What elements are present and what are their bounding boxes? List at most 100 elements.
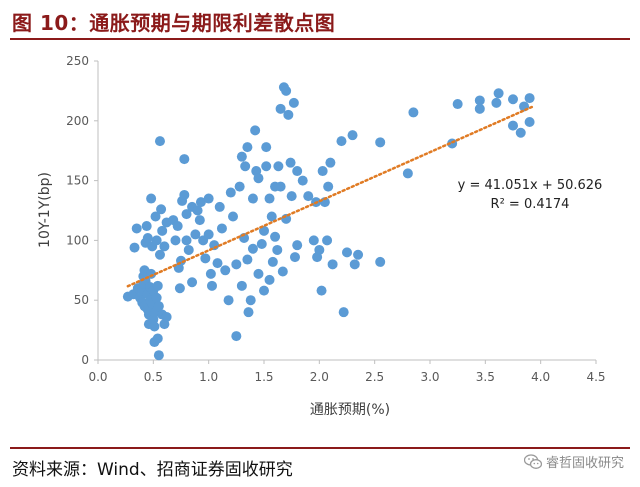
data-point	[212, 258, 223, 269]
data-point	[491, 97, 502, 108]
data-point	[347, 130, 358, 141]
data-point	[264, 193, 275, 204]
data-point	[261, 161, 272, 172]
data-point	[250, 125, 261, 136]
data-point	[142, 233, 153, 244]
data-point	[223, 295, 234, 306]
data-point	[256, 238, 267, 249]
data-point	[183, 244, 194, 255]
data-point	[242, 254, 253, 265]
x-tick-label: 0.5	[144, 370, 163, 384]
data-point	[323, 181, 334, 192]
data-point	[172, 221, 183, 232]
y-tick-label: 200	[66, 114, 89, 128]
data-point	[247, 193, 258, 204]
y-tick-label: 150	[66, 174, 89, 188]
data-point	[375, 137, 386, 148]
data-point	[151, 235, 162, 246]
data-point	[273, 161, 284, 172]
x-tick-label: 2.5	[365, 370, 384, 384]
data-point	[179, 154, 190, 165]
data-point	[308, 235, 319, 246]
data-point	[245, 295, 256, 306]
data-point	[220, 265, 231, 276]
data-point	[225, 187, 236, 198]
data-point	[515, 127, 526, 138]
data-point	[152, 333, 163, 344]
y-tick-label: 50	[74, 293, 89, 307]
data-point	[270, 231, 281, 242]
data-point	[205, 268, 216, 279]
data-point	[474, 103, 485, 114]
x-tick-label: 3.0	[420, 370, 439, 384]
data-point	[259, 225, 269, 236]
data-point	[150, 211, 161, 222]
data-point	[375, 256, 386, 267]
data-point	[524, 93, 535, 104]
data-point	[194, 215, 205, 226]
data-point	[231, 331, 242, 342]
data-point	[228, 211, 239, 222]
data-point	[131, 223, 142, 234]
data-point	[214, 201, 225, 212]
x-axis-label: 通胀预期(%)	[310, 402, 390, 418]
data-point	[151, 292, 162, 303]
data-point	[292, 166, 303, 177]
figure-title: 图 10：通胀预期与期限利差散点图	[12, 11, 336, 35]
data-point	[159, 241, 170, 252]
data-point	[253, 268, 264, 279]
data-point	[146, 193, 157, 204]
data-point	[236, 151, 247, 162]
trendline-group	[126, 105, 534, 288]
source-note: 资料来源：Wind、招商证券固收研究	[12, 460, 293, 480]
y-tick-label: 0	[81, 353, 89, 367]
trendline-equation: y = 41.051x + 50.626	[458, 178, 603, 193]
data-point	[203, 229, 214, 240]
data-point	[179, 189, 190, 200]
data-point	[349, 259, 360, 270]
data-point	[297, 175, 308, 186]
x-tick-label: 3.5	[476, 370, 495, 384]
data-point	[141, 221, 152, 232]
source-divider	[10, 447, 630, 449]
data-point	[336, 136, 347, 147]
data-point	[303, 191, 314, 202]
y-tick-label: 100	[66, 233, 89, 247]
y-axis-label: 10Y-1Y(bp)	[37, 172, 53, 248]
data-point	[474, 95, 485, 106]
data-point	[161, 311, 172, 322]
chart-axes	[97, 61, 596, 361]
data-point	[152, 280, 163, 291]
data-point	[286, 191, 297, 202]
title-divider	[10, 38, 630, 40]
data-point	[508, 94, 518, 105]
data-point	[195, 197, 206, 208]
data-point	[240, 161, 251, 172]
scatter-points	[122, 82, 535, 361]
data-point	[190, 229, 201, 240]
data-point	[154, 136, 165, 147]
data-point	[402, 168, 413, 179]
x-tick-label: 4.5	[586, 370, 605, 384]
data-point	[174, 283, 185, 294]
data-point	[153, 350, 164, 361]
data-point	[149, 321, 160, 332]
x-tick-label: 1.5	[254, 370, 273, 384]
data-point	[267, 256, 278, 267]
data-point	[327, 259, 338, 270]
data-point	[289, 252, 300, 263]
data-point	[408, 107, 419, 118]
data-point	[187, 277, 198, 288]
data-point	[231, 259, 242, 270]
x-tick-label: 1.0	[199, 370, 218, 384]
data-point	[508, 120, 518, 131]
data-point	[242, 142, 253, 153]
x-tick-label: 2.0	[310, 370, 329, 384]
data-point	[129, 242, 140, 253]
data-point	[452, 99, 463, 110]
data-point	[203, 193, 214, 204]
r-squared-label: R² = 0.4174	[491, 197, 570, 212]
data-point	[264, 274, 275, 285]
data-point	[234, 181, 245, 192]
data-point	[261, 142, 272, 153]
